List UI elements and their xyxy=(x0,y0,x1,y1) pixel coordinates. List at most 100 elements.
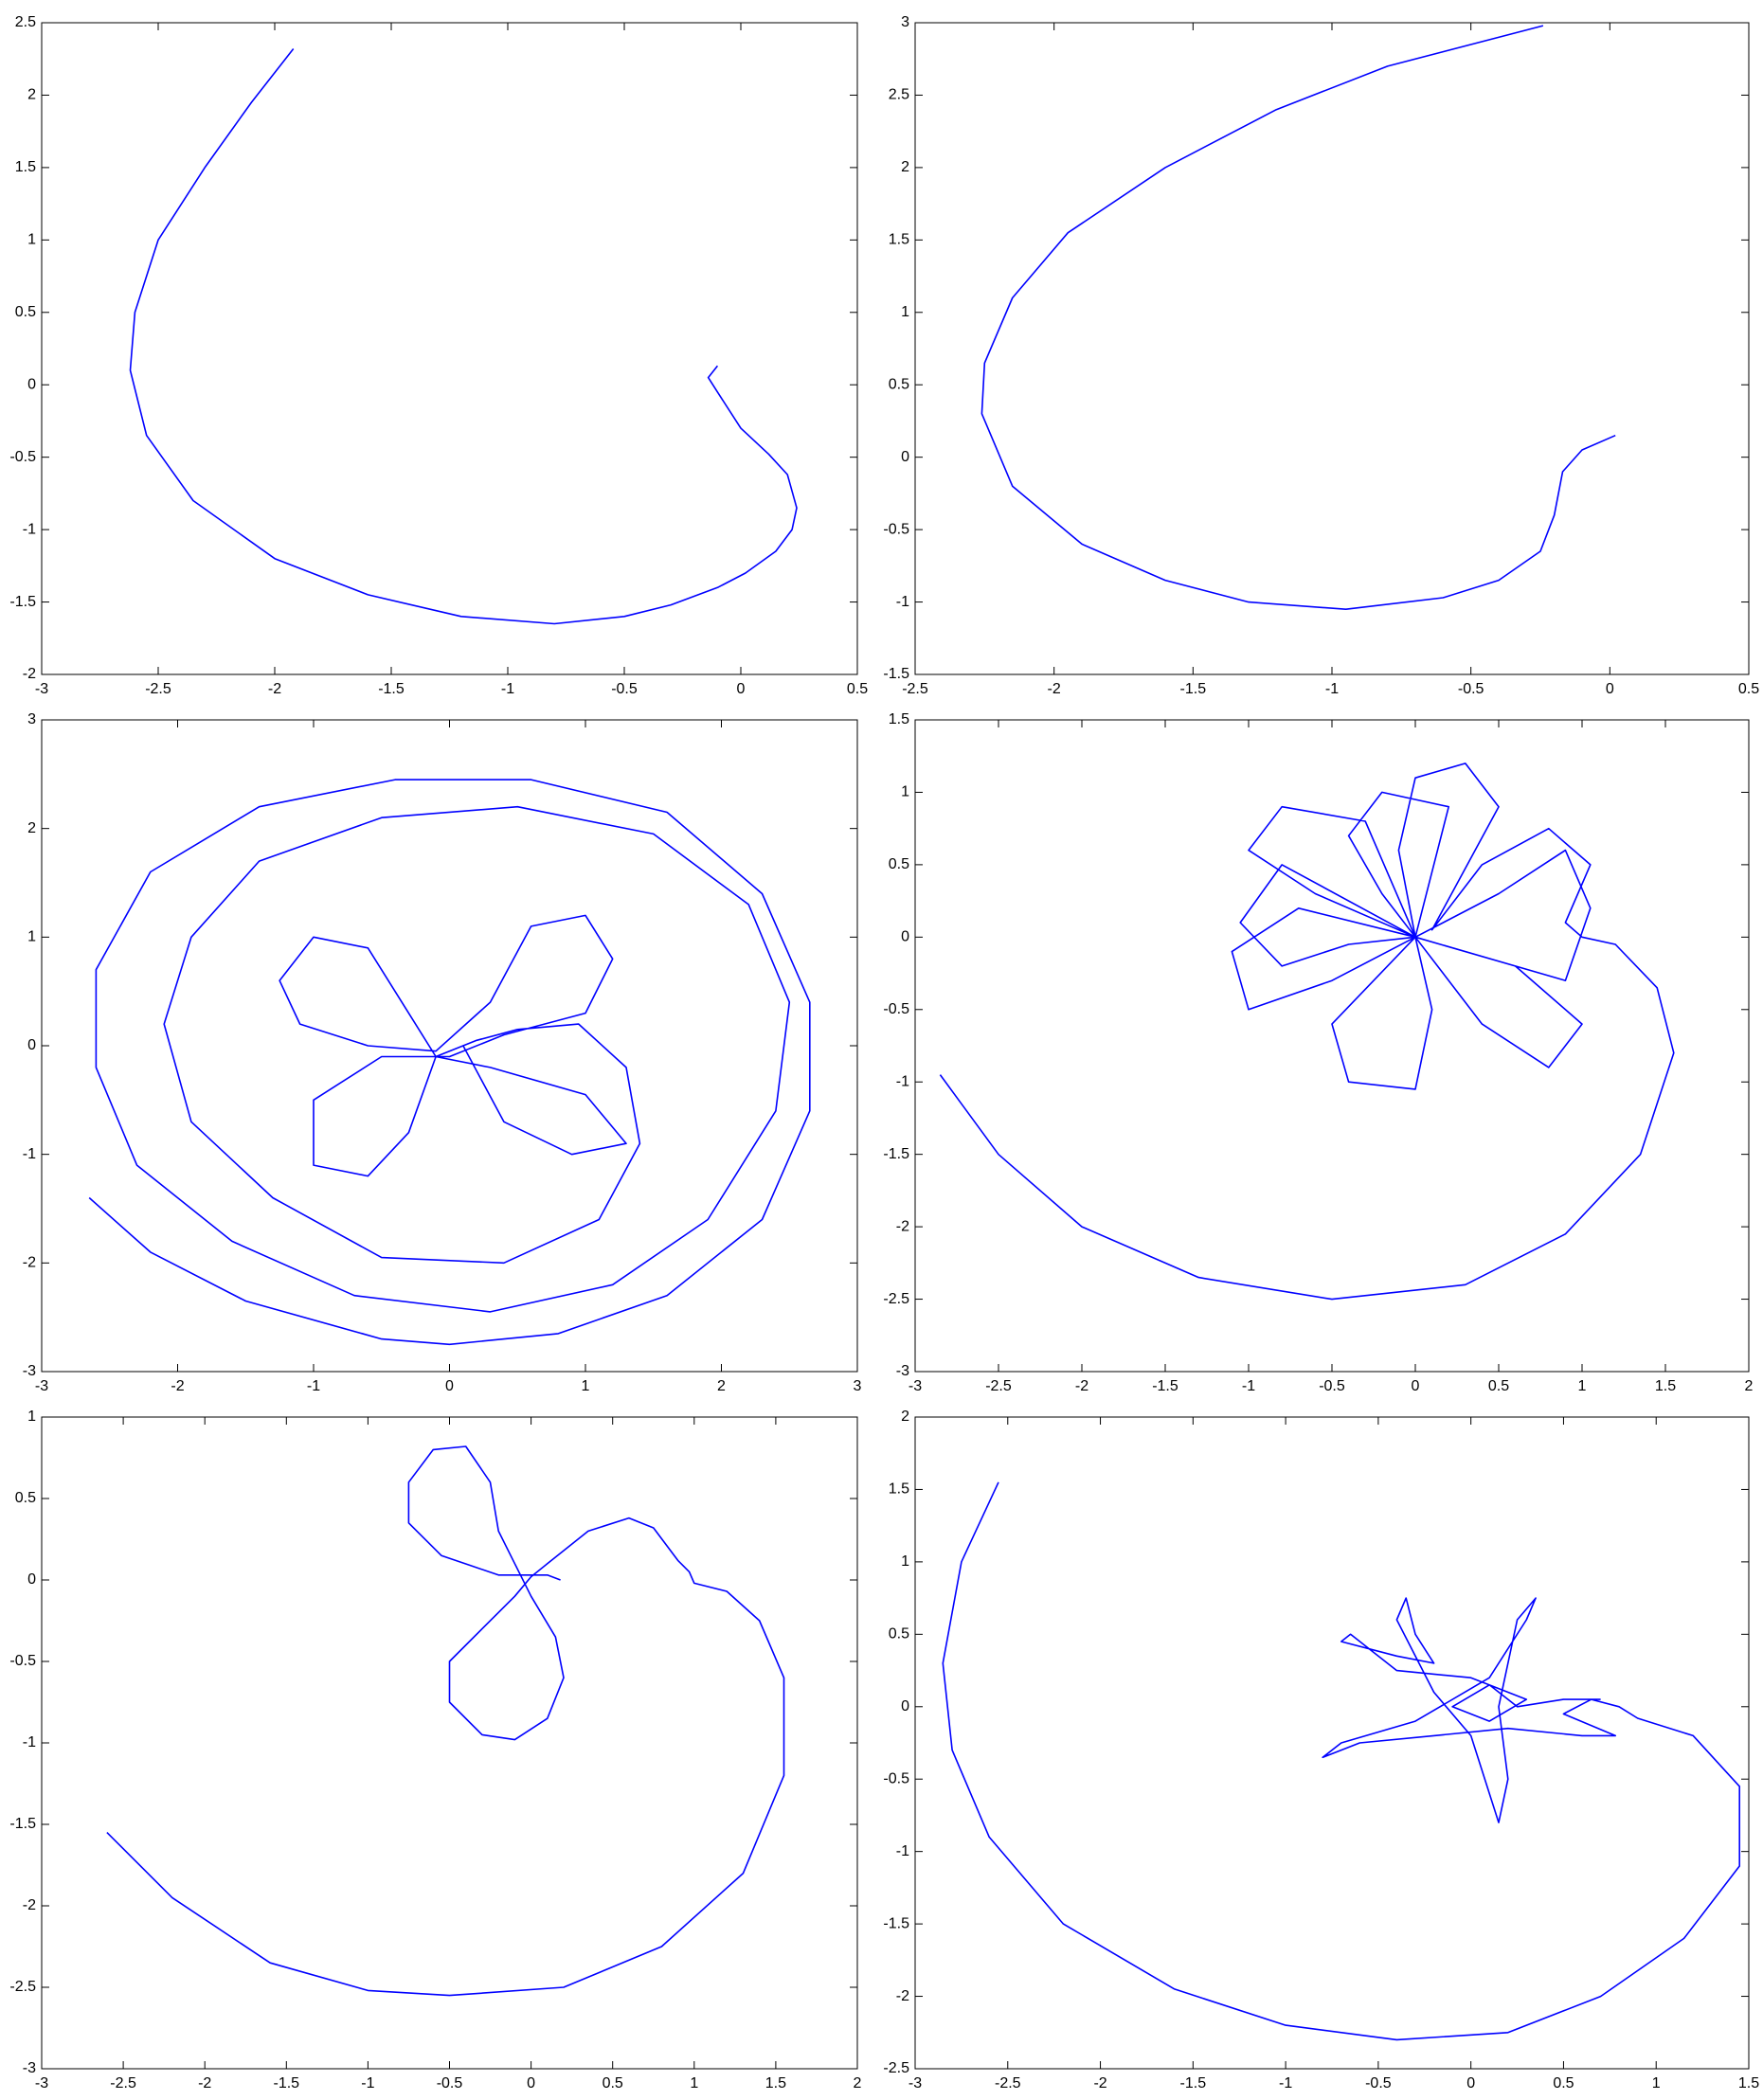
x-tick-label: -1.5 xyxy=(274,2075,300,2091)
y-tick-label: -1.5 xyxy=(883,1915,909,1931)
y-tick-label: -0.5 xyxy=(883,1001,909,1017)
y-tick-label: -2 xyxy=(23,1897,36,1913)
x-tick-label: -2.5 xyxy=(145,681,171,697)
y-tick-label: -3 xyxy=(23,2060,36,2076)
y-tick-label: -2 xyxy=(896,1218,909,1234)
y-tick-label: 1.5 xyxy=(15,159,36,175)
x-tick-label: 2 xyxy=(854,2075,862,2091)
y-tick-label: 1 xyxy=(27,929,36,945)
x-tick-label: 0 xyxy=(737,681,746,697)
x-tick-label: 0.5 xyxy=(1488,1378,1509,1394)
x-tick-label: 1 xyxy=(582,1378,590,1394)
x-tick-label: 3 xyxy=(854,1378,862,1394)
y-tick-label: -1 xyxy=(896,1073,909,1089)
y-tick-label: -1.5 xyxy=(883,1146,909,1162)
x-tick-label: -3 xyxy=(908,1378,922,1394)
plot-frame xyxy=(914,22,1750,675)
y-tick-label: -1 xyxy=(23,1734,36,1750)
y-tick-label: 2.5 xyxy=(889,87,909,103)
x-tick-label: -0.5 xyxy=(1458,681,1484,697)
y-tick-label: -2.5 xyxy=(883,1291,909,1307)
y-tick-label: -1 xyxy=(896,1843,909,1859)
plot-frame xyxy=(41,22,858,675)
y-tick-label: -3 xyxy=(896,1363,909,1379)
x-tick-label: 0 xyxy=(1412,1378,1420,1394)
x-tick-label: 1.5 xyxy=(1655,1378,1676,1394)
y-tick-label: 0 xyxy=(27,1037,36,1053)
plot-frame xyxy=(41,1416,858,2070)
x-tick-label: 0.5 xyxy=(1553,2075,1574,2091)
y-tick-label: 0.5 xyxy=(15,1490,36,1506)
x-tick-label: 1.5 xyxy=(765,2075,786,2091)
x-tick-label: -2.5 xyxy=(110,2075,136,2091)
x-tick-label: 0.5 xyxy=(603,2075,623,2091)
x-tick-label: -0.5 xyxy=(1319,1378,1345,1394)
x-tick-label: 2 xyxy=(717,1378,726,1394)
y-tick-label: -1 xyxy=(23,1146,36,1162)
line xyxy=(939,763,1675,1301)
line xyxy=(106,1445,785,1997)
y-tick-label: -2 xyxy=(23,666,36,682)
y-tick-label: 1 xyxy=(27,1409,36,1425)
x-tick-label: -1 xyxy=(1279,2075,1292,2091)
y-tick-label: -2 xyxy=(896,1988,909,2004)
y-tick-label: -0.5 xyxy=(9,1653,36,1669)
y-tick-label: 1.5 xyxy=(889,1481,909,1498)
x-tick-label: -2 xyxy=(1093,2075,1106,2091)
y-tick-label: 0 xyxy=(901,1698,909,1714)
y-tick-label: 0.5 xyxy=(889,856,909,872)
x-tick-label: 0 xyxy=(527,2075,535,2091)
y-tick-label: 2.5 xyxy=(15,14,36,30)
x-tick-label: -2.5 xyxy=(902,681,928,697)
y-tick-label: 1 xyxy=(901,784,909,800)
x-tick-label: -1.5 xyxy=(1180,2075,1207,2091)
x-tick-label: 1 xyxy=(690,2075,698,2091)
x-tick-label: -1 xyxy=(307,1378,320,1394)
y-tick-label: 2 xyxy=(27,87,36,103)
x-tick-label: 1.5 xyxy=(1738,2075,1759,2091)
y-tick-label: 2 xyxy=(901,159,909,175)
x-tick-label: 1 xyxy=(1652,2075,1661,2091)
x-tick-label: 0 xyxy=(1606,681,1614,697)
line xyxy=(88,779,811,1346)
line xyxy=(980,25,1616,610)
y-tick-label: 2 xyxy=(901,1409,909,1425)
plot-frame xyxy=(914,719,1750,1373)
y-tick-label: 0.5 xyxy=(889,376,909,392)
y-tick-label: -1.5 xyxy=(9,594,36,610)
x-tick-label: 2 xyxy=(1745,1378,1754,1394)
x-tick-label: -3 xyxy=(35,2075,48,2091)
y-tick-label: -0.5 xyxy=(883,521,909,537)
x-tick-label: 0 xyxy=(1466,2075,1475,2091)
x-tick-label: -1 xyxy=(361,2075,374,2091)
x-tick-label: -3 xyxy=(35,1378,48,1394)
y-tick-label: -1.5 xyxy=(883,666,909,682)
x-tick-label: -2 xyxy=(268,681,281,697)
plot-frame xyxy=(914,1416,1750,2070)
y-tick-label: 0 xyxy=(27,1571,36,1588)
x-tick-label: -0.5 xyxy=(437,2075,463,2091)
y-tick-label: 1 xyxy=(901,304,909,320)
x-tick-label: 0.5 xyxy=(847,681,868,697)
y-tick-label: -2 xyxy=(23,1255,36,1271)
x-tick-label: -0.5 xyxy=(1365,2075,1392,2091)
x-tick-label: -1 xyxy=(1242,1378,1255,1394)
y-tick-label: -1 xyxy=(896,594,909,610)
x-tick-label: 0 xyxy=(445,1378,454,1394)
y-tick-label: 1.5 xyxy=(889,232,909,248)
x-tick-label: -2.5 xyxy=(995,2075,1021,2091)
x-tick-label: -3 xyxy=(35,681,48,697)
x-tick-label: -1.5 xyxy=(378,681,405,697)
y-tick-label: -1.5 xyxy=(9,1816,36,1832)
y-tick-label: 0 xyxy=(901,449,909,465)
line xyxy=(129,48,798,625)
y-tick-label: 2 xyxy=(27,820,36,836)
x-tick-label: 1 xyxy=(1578,1378,1587,1394)
x-tick-label: -2 xyxy=(1048,681,1061,697)
line xyxy=(942,1481,1740,2041)
x-tick-label: -3 xyxy=(908,2075,922,2091)
y-tick-label: 1 xyxy=(901,1553,909,1570)
x-tick-label: -1.5 xyxy=(1180,681,1207,697)
y-tick-label: -2.5 xyxy=(9,1979,36,1995)
x-tick-label: -2 xyxy=(171,1378,184,1394)
